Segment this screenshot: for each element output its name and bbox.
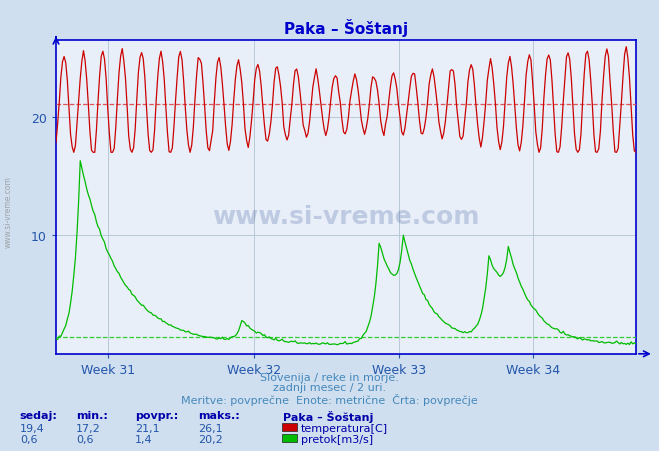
Text: maks.:: maks.: — [198, 410, 239, 420]
Text: 1,4: 1,4 — [135, 434, 153, 444]
Text: 17,2: 17,2 — [76, 423, 101, 433]
Text: 0,6: 0,6 — [20, 434, 38, 444]
Text: www.si-vreme.com: www.si-vreme.com — [212, 204, 480, 229]
Text: 20,2: 20,2 — [198, 434, 223, 444]
Text: pretok[m3/s]: pretok[m3/s] — [301, 434, 373, 444]
Text: Slovenija / reke in morje.: Slovenija / reke in morje. — [260, 372, 399, 382]
Text: 19,4: 19,4 — [20, 423, 45, 433]
Title: Paka – Šoštanj: Paka – Šoštanj — [284, 18, 408, 37]
Text: www.si-vreme.com: www.si-vreme.com — [3, 176, 13, 248]
Text: povpr.:: povpr.: — [135, 410, 179, 420]
Text: 0,6: 0,6 — [76, 434, 94, 444]
Text: min.:: min.: — [76, 410, 107, 420]
Text: temperatura[C]: temperatura[C] — [301, 423, 388, 433]
Text: 26,1: 26,1 — [198, 423, 222, 433]
Text: zadnji mesec / 2 uri.: zadnji mesec / 2 uri. — [273, 382, 386, 392]
Text: sedaj:: sedaj: — [20, 410, 57, 420]
Text: Meritve: povprečne  Enote: metrične  Črta: povprečje: Meritve: povprečne Enote: metrične Črta:… — [181, 393, 478, 405]
Text: Paka – Šoštanj: Paka – Šoštanj — [283, 410, 374, 423]
Text: 21,1: 21,1 — [135, 423, 159, 433]
